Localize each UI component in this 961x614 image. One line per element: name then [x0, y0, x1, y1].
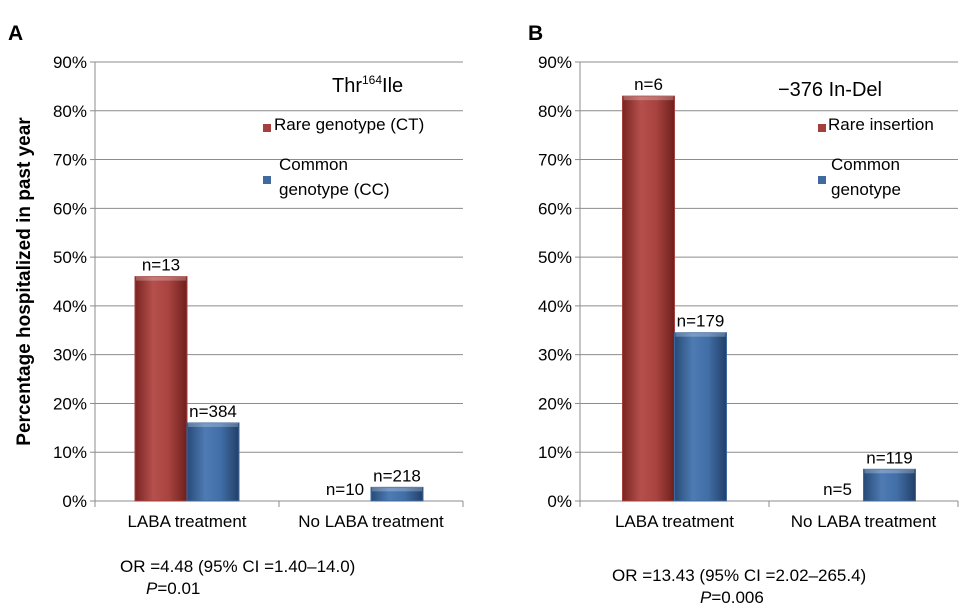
bar-a-rare-genotype-ct--0 — [134, 276, 188, 502]
bar-highlight — [136, 276, 186, 281]
y-tick-label: 90% — [538, 53, 572, 72]
bar-highlight — [188, 422, 238, 427]
x-tick-label: No LABA treatment — [298, 512, 444, 531]
y-tick-label: 0% — [547, 492, 572, 511]
data-label: n=384 — [189, 402, 237, 421]
data-label: n=6 — [634, 75, 663, 94]
data-label: n=119 — [866, 448, 912, 467]
y-tick-label: 50% — [53, 248, 87, 267]
legend-label-b-1: Common — [831, 155, 900, 174]
y-tick-label: 40% — [53, 297, 87, 316]
y-axis-label: Percentage hospitalized in past year — [14, 117, 35, 446]
y-tick-label: 10% — [53, 443, 87, 462]
y-tick-label: 70% — [53, 151, 87, 170]
x-tick-label: No LABA treatment — [791, 512, 937, 531]
y-tick-label: 50% — [538, 248, 572, 267]
data-label: n=218 — [373, 466, 421, 485]
y-tick-label: 80% — [53, 102, 87, 121]
data-label: n=5 — [823, 480, 852, 499]
y-tick-label: 10% — [538, 443, 572, 462]
bar-a-common-genotype-cc--0 — [186, 422, 240, 502]
legend-swatch-a-0 — [263, 124, 271, 132]
bar-highlight — [623, 96, 674, 101]
y-tick-label: 90% — [53, 53, 87, 72]
data-label: n=179 — [677, 312, 725, 331]
x-tick-label: LABA treatment — [615, 512, 734, 531]
y-tick-label: 60% — [53, 199, 87, 218]
odds-ratio-text-a: OR =4.48 (95% CI =1.40–14.0) — [120, 557, 356, 576]
chart-panel-a: A 0% 10% 20% 30% 40% 50% 60% 70% 80% 90% Percentage… — [8, 22, 464, 531]
p-value-b: =0.006 — [711, 588, 764, 607]
chart-panel-b: B 0% 10% 20% 30% 40% 50% 60% 70% 80% 90% n=6 n=179 LA… — [528, 22, 959, 531]
y-tick-label: 30% — [53, 346, 87, 365]
data-label: n=13 — [142, 256, 180, 275]
odds-ratio-text-b: OR =13.43 (95% CI =2.02–265.4) — [612, 566, 867, 585]
y-tick-label: 30% — [538, 346, 572, 365]
bar-b-rare-insertion-0 — [622, 95, 675, 502]
legend-label-a-1: genotype (CC) — [279, 180, 390, 199]
bar-b-common-genotype-1 — [863, 468, 916, 502]
p-label-a: P — [146, 579, 158, 598]
bar-a-common-genotype-cc--1 — [370, 486, 424, 502]
legend-label-a-0: Rare genotype (CT) — [274, 115, 424, 134]
legend-swatch-b-1 — [818, 176, 826, 184]
p-label-b: P — [700, 588, 712, 607]
stats-a: OR =4.48 (95% CI =1.40–14.0) P=0.01 — [120, 557, 355, 599]
p-value-a: =0.01 — [157, 579, 201, 598]
legend-label-a-1: Common — [279, 155, 348, 174]
y-tick-label: 80% — [538, 102, 572, 121]
y-tick-label: 20% — [53, 394, 87, 413]
panel-letter-b: B — [528, 22, 543, 45]
y-tick-label: 40% — [538, 297, 572, 316]
stats-b: OR =13.43 (95% CI =2.02–265.4) P=0.006 — [612, 566, 866, 608]
bar-b-common-genotype-0 — [674, 332, 727, 502]
legend-swatch-b-0 — [818, 124, 826, 132]
bar-highlight — [675, 332, 726, 337]
bar-highlight — [864, 469, 915, 474]
data-label: n=10 — [326, 480, 364, 499]
chart-title-a: Thr164Ile — [332, 73, 403, 97]
x-tick-label: LABA treatment — [127, 512, 246, 531]
y-tick-label: 20% — [538, 394, 572, 413]
y-tick-label: 60% — [538, 199, 572, 218]
chart-title-b: −376 In-Del — [778, 79, 882, 101]
legend-swatch-a-1 — [263, 176, 271, 184]
panel-letter-a: A — [8, 22, 23, 45]
y-tick-label: 0% — [62, 492, 87, 511]
y-tick-label: 70% — [538, 151, 572, 170]
legend-label-b-1: genotype — [831, 180, 901, 199]
bar-highlight — [372, 487, 422, 492]
legend-label-b-0: Rare insertion — [828, 115, 934, 134]
